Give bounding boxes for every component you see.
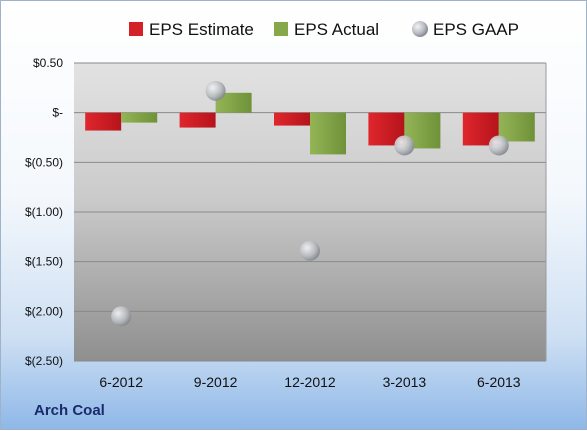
bar-eps-actual [121, 112, 158, 123]
legend-label: EPS Actual [294, 20, 379, 39]
y-tick-label: $(2.50) [25, 354, 63, 368]
bar-eps-estimate [85, 112, 122, 131]
gaap-points [111, 80, 509, 327]
y-tick-label: $(0.50) [25, 155, 63, 169]
bar-eps-actual [498, 112, 535, 142]
x-tick-label: 9-2012 [194, 374, 238, 390]
point-eps-gaap [111, 306, 132, 327]
y-tick-label: $(2.00) [25, 304, 63, 318]
x-tick-label: 6-2012 [99, 374, 143, 390]
point-eps-gaap [394, 135, 415, 156]
legend-swatch [412, 21, 428, 37]
x-tick-label: 6-2013 [477, 374, 521, 390]
legend-swatch [274, 22, 288, 36]
legend-label: EPS Estimate [149, 20, 254, 39]
x-tick-label: 12-2012 [284, 374, 336, 390]
bars [85, 92, 535, 155]
y-tick-label: $- [52, 106, 63, 120]
bar-eps-estimate [274, 112, 310, 126]
y-axis-ticks: $0.50 $- $(0.50) $(1.00) $(1.50) $(2.00) $(2.5… [25, 56, 63, 368]
point-eps-gaap [488, 135, 509, 156]
legend-label: EPS GAAP [433, 20, 519, 39]
legend-swatch [129, 22, 143, 36]
y-tick-label: $(1.50) [25, 255, 63, 269]
legend: EPS Estimate EPS Actual EPS GAAP [129, 20, 519, 39]
bar-eps-actual [310, 112, 346, 155]
company-name: Arch Coal [34, 402, 105, 419]
point-eps-gaap [300, 240, 320, 261]
x-axis-labels: 6-2012 9-2012 12-2012 3-2013 6-2013 [99, 374, 520, 390]
bar-eps-estimate [179, 112, 216, 128]
x-tick-label: 3-2013 [383, 374, 427, 390]
y-tick-label: $(1.00) [25, 205, 63, 219]
point-eps-gaap [205, 80, 226, 101]
bar-eps-actual [215, 92, 252, 113]
y-tick-label: $0.50 [33, 56, 63, 70]
